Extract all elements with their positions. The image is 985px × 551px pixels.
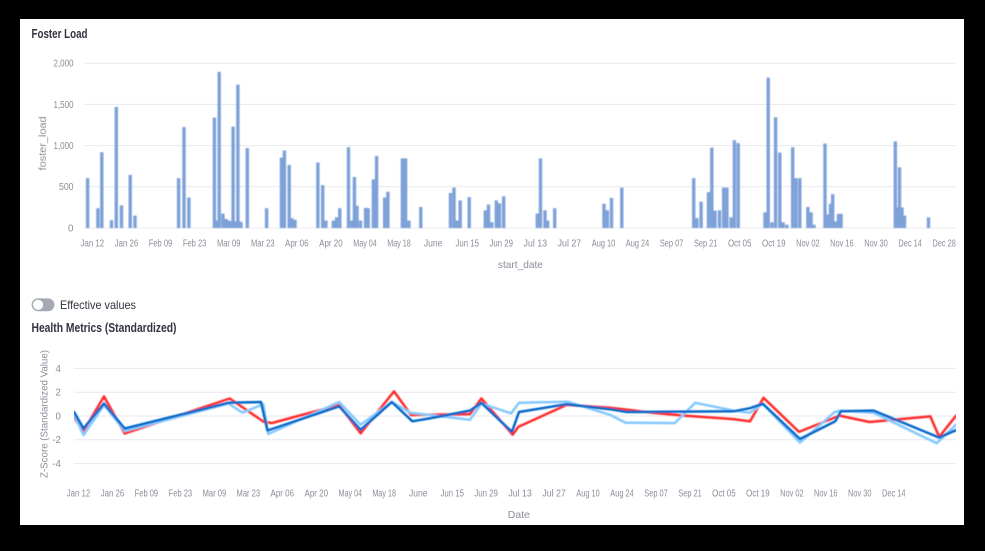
svg-text:Jun 29: Jun 29 [489, 239, 513, 250]
svg-text:Nov 30: Nov 30 [848, 488, 872, 499]
svg-text:Nov 30: Nov 30 [864, 239, 888, 250]
svg-text:Dec 14: Dec 14 [882, 488, 906, 499]
svg-text:Sep 21: Sep 21 [694, 239, 718, 250]
svg-text:2: 2 [56, 388, 61, 399]
svg-text:Nov 16: Nov 16 [830, 239, 854, 250]
svg-text:Z-Score (Standardized Value): Z-Score (Standardized Value) [39, 350, 51, 478]
svg-text:June: June [424, 239, 443, 250]
svg-text:Nov 02: Nov 02 [780, 488, 804, 499]
svg-text:Date: Date [508, 509, 530, 521]
svg-text:Nov 02: Nov 02 [796, 239, 820, 250]
svg-text:Dec 28: Dec 28 [932, 239, 956, 250]
svg-text:Jul 27: Jul 27 [558, 239, 582, 250]
svg-text:Dec 14: Dec 14 [898, 239, 922, 250]
svg-text:Oct 05: Oct 05 [712, 488, 736, 499]
svg-text:Jul 13: Jul 13 [508, 488, 532, 499]
svg-text:Apr 06: Apr 06 [285, 239, 309, 250]
svg-text:Mar 09: Mar 09 [217, 239, 241, 250]
svg-text:Oct 19: Oct 19 [762, 239, 786, 250]
svg-text:Oct 05: Oct 05 [728, 239, 752, 250]
svg-text:Health Metrics (Standardized): Health Metrics (Standardized) [32, 321, 177, 335]
svg-text:Apr 20: Apr 20 [305, 488, 329, 499]
svg-text:Jun 29: Jun 29 [474, 488, 498, 499]
svg-text:May 18: May 18 [372, 488, 396, 499]
svg-text:-2: -2 [52, 435, 61, 446]
svg-text:Feb 09: Feb 09 [135, 488, 159, 499]
svg-text:May 04: May 04 [353, 239, 377, 250]
svg-text:500: 500 [59, 182, 74, 193]
svg-text:Apr 06: Apr 06 [271, 488, 295, 499]
svg-text:Effective values: Effective values [60, 298, 136, 312]
svg-text:Feb 23: Feb 23 [183, 239, 207, 250]
svg-text:Sep 07: Sep 07 [660, 239, 684, 250]
svg-text:Nov 16: Nov 16 [814, 488, 838, 499]
svg-text:Oct 19: Oct 19 [746, 488, 770, 499]
svg-text:Aug 10: Aug 10 [592, 239, 616, 250]
svg-text:0: 0 [68, 223, 74, 234]
svg-text:Sep 21: Sep 21 [678, 488, 702, 499]
svg-text:2,000: 2,000 [54, 59, 74, 70]
svg-text:4: 4 [56, 364, 62, 375]
svg-text:Mar 23: Mar 23 [237, 488, 261, 499]
svg-text:Jul 27: Jul 27 [542, 488, 566, 499]
svg-text:Apr 20: Apr 20 [319, 239, 343, 250]
svg-text:Aug 24: Aug 24 [610, 488, 634, 499]
svg-text:Aug 10: Aug 10 [576, 488, 600, 499]
svg-text:1,000: 1,000 [54, 141, 74, 152]
svg-text:Sep 07: Sep 07 [644, 488, 668, 499]
svg-text:Jul 13: Jul 13 [524, 239, 548, 250]
svg-text:May 18: May 18 [387, 239, 411, 250]
svg-text:June: June [409, 488, 428, 499]
svg-text:Feb 23: Feb 23 [169, 488, 193, 499]
svg-text:Jun 15: Jun 15 [455, 239, 479, 250]
svg-text:1,500: 1,500 [54, 100, 74, 111]
svg-text:Foster Load: Foster Load [32, 27, 88, 41]
svg-text:Jun 15: Jun 15 [440, 488, 464, 499]
svg-text:Jan 26: Jan 26 [115, 239, 139, 250]
svg-text:-4: -4 [52, 459, 61, 470]
svg-text:Aug 24: Aug 24 [626, 239, 650, 250]
svg-text:Jan 26: Jan 26 [101, 488, 125, 499]
svg-text:Jan 12: Jan 12 [67, 488, 91, 499]
svg-text:Mar 23: Mar 23 [251, 239, 275, 250]
svg-text:start_date: start_date [498, 259, 543, 271]
svg-text:Feb 09: Feb 09 [149, 239, 173, 250]
svg-text:Mar 09: Mar 09 [203, 488, 227, 499]
svg-text:May 04: May 04 [339, 488, 363, 499]
svg-text:0: 0 [56, 411, 62, 422]
svg-text:foster_load: foster_load [37, 116, 49, 170]
svg-text:Jan 12: Jan 12 [81, 239, 105, 250]
